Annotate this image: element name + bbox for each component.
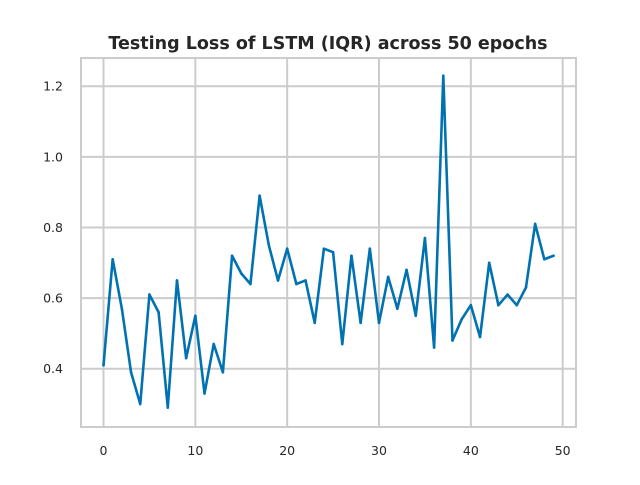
y-tick-label: 1.2 <box>43 79 63 94</box>
x-tick-label: 20 <box>279 443 295 458</box>
data-point <box>194 314 197 318</box>
data-point <box>368 247 372 250</box>
x-tick-label: 40 <box>463 443 479 458</box>
chart-title: Testing Loss of LSTM (IQR) across 50 epo… <box>108 34 547 54</box>
data-point <box>239 272 243 275</box>
plot-frame <box>80 57 577 428</box>
data-point <box>221 370 225 374</box>
data-point <box>212 342 216 346</box>
data-point <box>322 247 326 250</box>
x-tick-label: 50 <box>555 443 571 458</box>
y-tick-label: 0.8 <box>43 220 63 235</box>
data-point <box>432 346 436 349</box>
series-layer <box>102 74 555 409</box>
data-point <box>340 342 344 346</box>
data-point <box>533 222 537 226</box>
data-point <box>405 268 408 272</box>
data-point <box>441 74 445 77</box>
data-point <box>102 363 105 367</box>
data-point <box>313 321 317 325</box>
data-point <box>386 275 390 279</box>
data-point <box>543 257 546 261</box>
data-point <box>331 250 335 254</box>
data-point <box>487 261 491 265</box>
y-tick-label: 0.4 <box>43 361 63 376</box>
data-point <box>451 339 454 342</box>
data-point <box>524 286 528 289</box>
data-point <box>129 370 133 374</box>
data-point <box>359 321 362 325</box>
data-point <box>497 303 500 307</box>
data-point <box>166 406 170 409</box>
data-point <box>258 194 261 198</box>
data-point <box>515 303 519 307</box>
data-point <box>285 247 289 250</box>
data-point <box>350 254 353 258</box>
data-point <box>414 314 418 318</box>
data-point <box>267 243 271 247</box>
data-point <box>230 254 234 258</box>
data-point <box>295 282 298 286</box>
data-point <box>552 254 555 258</box>
x-tick-label: 30 <box>371 443 387 458</box>
data-point <box>157 310 160 314</box>
data-point <box>377 321 381 325</box>
data-point <box>396 307 399 311</box>
data-point <box>249 282 252 286</box>
tick-labels: 0 10 20 30 40 50 0.4 0.6 0.8 1.0 1.2 <box>43 79 571 458</box>
x-tick-label: 10 <box>187 443 203 458</box>
data-point <box>120 307 124 311</box>
x-tick-label: 0 <box>100 443 108 458</box>
data-point <box>148 293 151 296</box>
data-point <box>203 392 206 395</box>
data-point <box>175 279 179 282</box>
series-line <box>102 74 555 409</box>
data-point <box>276 279 280 282</box>
data-point <box>469 303 473 307</box>
data-point <box>460 318 463 321</box>
data-point <box>478 335 482 339</box>
data-point <box>138 402 142 406</box>
y-tick-label: 0.6 <box>43 291 63 306</box>
y-tick-label: 1.0 <box>43 149 63 164</box>
data-point <box>304 279 307 282</box>
grid <box>81 58 576 427</box>
data-point <box>111 257 114 261</box>
data-point <box>423 236 427 240</box>
data-point <box>506 293 509 296</box>
data-point <box>184 356 188 360</box>
